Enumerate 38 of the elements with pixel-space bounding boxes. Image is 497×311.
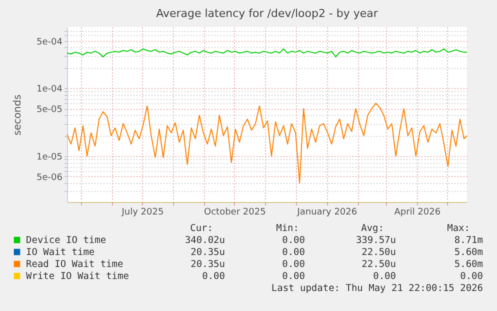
text: 0.00 [202,271,226,282]
text: Cur: [190,223,213,234]
text: 20.35u [190,259,225,270]
legend-label: Read IO Wait time [26,259,124,270]
text: 0.00 [282,235,306,246]
x-tick-label: July 2025 [120,208,164,218]
x-tick-label: January 2026 [296,208,358,218]
legend-label: Device IO time [26,235,106,246]
text: Max: [447,223,470,234]
chart-title: Average latency for /dev/loop2 - by year [156,7,378,20]
text: 340.02u [184,235,225,246]
y-axis-title: seconds [12,94,24,136]
text: 0.00 [373,271,396,282]
text: 0.00 [282,259,306,270]
line-series [67,102,467,184]
x-tick-label: October 2025 [204,208,266,218]
text: 20.35u [190,247,225,258]
y-tick-label: 5e-06 [36,172,63,183]
legend-label: IO Wait time [26,247,95,258]
y-tick-label: 5e-05 [36,105,62,116]
text: 5.60m [454,259,484,270]
text: 22.50u [362,247,396,258]
text: 0.00 [460,271,484,282]
y-tick-label: 1e-05 [36,152,62,163]
y-tick-label: 1e-04 [36,84,63,95]
text: 0.00 [282,271,306,282]
line-series [67,48,467,58]
text: Last update: Thu May 21 22:00:15 2026 [271,283,484,294]
legend-label: Write IO Wait time [26,271,130,282]
text: 5.60m [454,247,484,258]
text: Min: [276,223,299,234]
text: 339.57u [356,235,396,246]
text: 0.00 [282,247,306,258]
text: 22.50u [362,259,396,270]
text: Avg: [361,223,384,234]
x-tick-label: April 2026 [394,208,441,218]
text: 8.71m [454,235,484,246]
y-tick-label: 5e-04 [36,37,63,48]
